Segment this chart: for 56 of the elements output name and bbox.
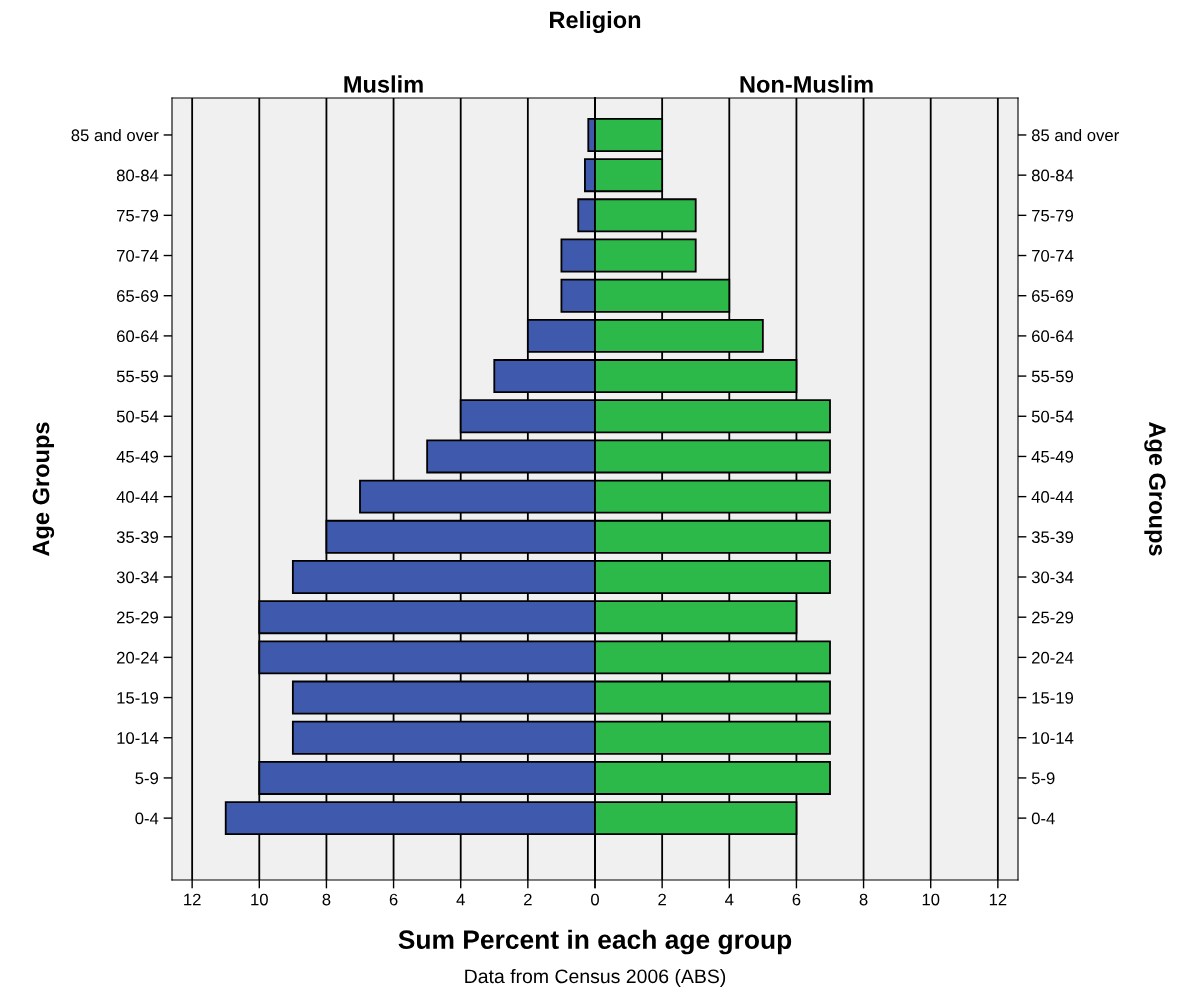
y-tick-label: 15-19 <box>1032 691 1074 704</box>
x-tick-label: 2 <box>658 893 666 906</box>
x-tick-label: 2 <box>524 893 532 906</box>
y-tick-label: 15-19 <box>117 691 159 704</box>
y-tick-label: 30-34 <box>116 571 159 584</box>
y-tick-label: 50-54 <box>1031 410 1074 423</box>
y-axis-title: Age Groups <box>1144 422 1166 556</box>
y-tick-label: 5-9 <box>1031 772 1055 785</box>
y-tick-label: 0-4 <box>1031 812 1055 825</box>
y-tick-label: 80-84 <box>116 169 159 182</box>
x-tick-label: 8 <box>322 893 331 906</box>
x-tick-label: 6 <box>792 893 801 906</box>
y-tick-label: 45-49 <box>116 450 159 463</box>
x-tick-label: 10 <box>251 893 268 906</box>
x-tick-label: 8 <box>859 893 868 906</box>
y-tick-label: 25-29 <box>1032 611 1074 624</box>
y-tick-label: 10-14 <box>117 732 159 744</box>
y-tick-label: 75-79 <box>1032 209 1074 222</box>
y-tick-label: 85 and over <box>71 128 159 142</box>
y-tick-label: 50-54 <box>116 410 159 423</box>
x-tick-label: 10 <box>922 893 940 906</box>
y-tick-label: 40-44 <box>116 491 159 503</box>
y-tick-label: 30-34 <box>1031 571 1074 584</box>
x-tick-label: 4 <box>456 893 465 906</box>
y-tick-label: 0-4 <box>135 812 159 825</box>
y-tick-label: 60-64 <box>117 330 159 343</box>
y-tick-label: 55-59 <box>116 370 159 383</box>
y-tick-label: 40-44 <box>1031 491 1074 503</box>
y-tick-label: 80-84 <box>1031 169 1074 182</box>
y-tick-label: 20-24 <box>117 651 159 664</box>
y-tick-label: 45-49 <box>1031 450 1074 463</box>
y-tick-label: 65-69 <box>117 290 159 302</box>
y-tick-label: 70-74 <box>1032 249 1074 262</box>
x-tick-label: 12 <box>989 893 1007 906</box>
y-tick-label: 75-79 <box>117 209 159 222</box>
chart-subtitle: Non-Muslim <box>740 75 873 93</box>
x-tick-label: 0 <box>591 893 599 906</box>
y-tick-label: 5-9 <box>135 772 159 785</box>
chart-title: Religion <box>550 10 641 34</box>
y-axis-title: Age Groups <box>32 422 55 556</box>
y-tick-label: 10-14 <box>1032 732 1074 744</box>
text: Data from Census 2006 (ABS) <box>465 968 726 988</box>
y-tick-label: 35-39 <box>116 531 159 544</box>
y-tick-label: 55-59 <box>1031 370 1074 383</box>
y-tick-label: 85 and over <box>1031 128 1119 142</box>
y-tick-label: 65-69 <box>1032 290 1074 302</box>
chart-subtitle: Muslim <box>344 75 423 93</box>
x-tick-label: 4 <box>725 893 734 906</box>
y-tick-label: 35-39 <box>1031 531 1074 544</box>
y-tick-label: 25-29 <box>117 611 159 624</box>
x-tick-label: 6 <box>389 893 398 906</box>
y-tick-label: 60-64 <box>1032 330 1074 343</box>
x-axis-title: Sum Percent in each age group <box>398 929 792 955</box>
y-tick-label: 70-74 <box>117 249 159 262</box>
y-tick-label: 20-24 <box>1032 651 1074 664</box>
x-tick-label: 12 <box>184 893 201 906</box>
